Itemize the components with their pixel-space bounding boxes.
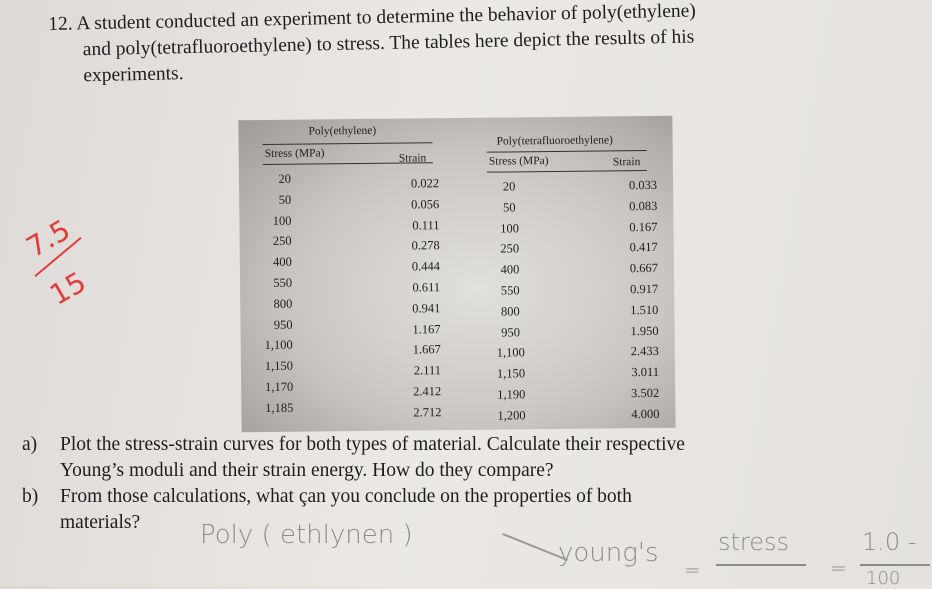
part-b-label: b) [22, 486, 39, 507]
table-2-strain-cell: 3.011 [631, 365, 660, 380]
table-1-title: Poly(ethylene) [308, 124, 377, 138]
fraction-bar-2 [860, 564, 930, 566]
table-1-strain-cell: 2.712 [413, 404, 442, 420]
table-2-stress-header: Stress (MPa) [488, 155, 549, 168]
handwritten-value: 1.0 - [862, 528, 917, 556]
question-parts: a) Plot the stress-strain curves for both… [22, 432, 922, 536]
question-text: 12. A student conducted an experiment to… [48, 0, 869, 90]
table-2-strain-cell: 0.083 [629, 198, 658, 213]
part-a-line-1: Plot the stress-strain curves for both t… [60, 434, 685, 455]
table-1-stress-cell: 800 [273, 296, 293, 311]
table-1-strain-cell: 2.412 [413, 384, 442, 399]
handwritten-stress: stress [718, 528, 790, 556]
results-tables: Poly(ethylene) Stress (MPa) Strain Poly(… [238, 115, 676, 433]
table-1-stress-header: Stress (MPa) [264, 147, 325, 161]
table-1-stress-cell: 50 [278, 192, 292, 207]
table-1-stress-cell: 400 [273, 254, 292, 270]
handwritten-equals-1: = [684, 558, 701, 582]
table-2-strain-cell: 0.917 [629, 281, 659, 297]
table-2-stress-cell: 1,100 [496, 345, 525, 360]
table-1-strain-cell: 0.056 [411, 196, 440, 212]
part-a-label: a) [22, 434, 38, 455]
table-2-stress-cell: 550 [500, 283, 520, 298]
table-2-stress-cell: 1,190 [497, 387, 526, 402]
part-b-line-1: From those calculations, what çan you co… [60, 486, 632, 507]
table-1-stress-cell: 20 [278, 171, 292, 186]
handwritten-youngs: young's [558, 538, 659, 568]
table-2-strain-header: Strain [612, 156, 641, 169]
table-1-stress-cell: 1,170 [264, 379, 294, 395]
table-2-strain-cell: 1.510 [630, 302, 659, 317]
table-1-strain-cell: 2.111 [413, 363, 442, 378]
table-2-strain-cell: 0.033 [628, 177, 658, 193]
table-2-strain-cell: 2.433 [630, 344, 659, 359]
table-2-strain-cell: 3.502 [631, 385, 660, 401]
part-a: a) Plot the stress-strain curves for both… [22, 432, 922, 458]
table-1-strain-cell: 0.111 [412, 217, 440, 233]
grade-denominator: 15 [44, 265, 92, 312]
handwritten-equals-2: = [830, 556, 847, 580]
table-2-stress-cell: 1,200 [497, 408, 526, 423]
table-2-strain-cell: 0.417 [629, 240, 658, 255]
table-2-stress-cell: 800 [500, 304, 520, 319]
table-2-stress-cell: 250 [500, 241, 520, 256]
table-1-strain-cell: 1.667 [412, 342, 441, 357]
part-b-line-2: materials? [60, 512, 141, 533]
question-number: 12. [48, 13, 73, 35]
table-1-strain-cell: 0.611 [412, 280, 441, 295]
table-2-stress-cell: 50 [502, 200, 516, 215]
grade-numerator: 7.5 [20, 213, 76, 264]
table-2-strain-cell: 1.950 [630, 323, 659, 338]
table-1-strain-cell: 0.278 [411, 238, 440, 253]
table-1-stress-cell: 250 [272, 234, 292, 249]
table-2-stress-cell: 100 [500, 220, 519, 236]
table-2-strain-cell: 0.667 [629, 261, 659, 276]
handwritten-answer: Poly ( ethlynen ) [200, 520, 413, 550]
table-2-strain-cell: 0.167 [629, 219, 658, 234]
part-a-line-2: Young’s moduli and their strain energy. … [60, 460, 554, 481]
table-2-stress-cell: 20 [502, 179, 516, 194]
table-1-strain-cell: 0.022 [410, 176, 440, 191]
table-1-stress-cell: 100 [272, 213, 292, 228]
table-2-stress-cell: 1,150 [496, 366, 526, 381]
table-1-stress-cell: 950 [273, 317, 293, 332]
table-1-stress-cell: 1,185 [265, 400, 294, 415]
table-1-stress-cell: 550 [273, 275, 293, 290]
handwritten-denominator: 100 [866, 568, 901, 589]
table-2-stress-cell: 950 [501, 324, 521, 340]
table-1-stress-cell: 1,100 [264, 338, 293, 353]
table-2-strain-cell: 4.000 [631, 406, 660, 421]
table-1-strain-cell: 0.941 [412, 300, 441, 316]
part-b: b) From those calculations, what çan you … [22, 484, 922, 510]
table-2-stress-cell: 400 [500, 262, 520, 277]
table-1-strain-cell: 1.167 [412, 321, 441, 337]
table-1-strain-cell: 0.444 [411, 259, 440, 274]
table-2-title: Poly(tetrafluoroethylene) [496, 134, 613, 148]
table-1-stress-cell: 1,150 [264, 358, 294, 374]
fraction-bar-1 [716, 564, 806, 566]
